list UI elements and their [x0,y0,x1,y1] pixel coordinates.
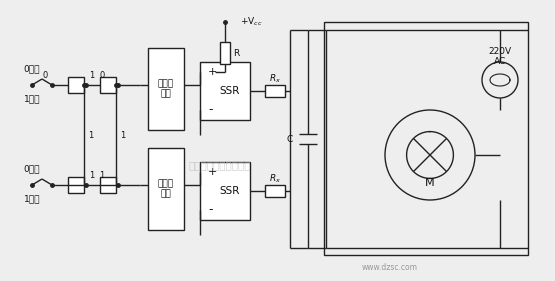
Bar [68,77,84,93]
Text: R: R [233,49,239,58]
Bar [148,148,184,230]
Text: 1停止: 1停止 [24,94,41,103]
Text: 1: 1 [120,130,125,139]
Bar [265,185,285,197]
Text: +: + [208,67,218,77]
Text: 1: 1 [99,171,105,180]
Text: 1: 1 [88,130,93,139]
Text: $R_x$: $R_x$ [269,73,281,85]
Text: $R_x$: $R_x$ [269,173,281,185]
Text: 220V: 220V [488,47,512,56]
Bar [100,77,116,93]
Text: 1: 1 [89,171,94,180]
Bar [148,48,184,130]
Text: AC: AC [494,58,506,67]
Bar [265,85,285,97]
Text: 杭州晴睿科技有限公司: 杭州晴睿科技有限公司 [189,160,251,170]
Text: 0: 0 [42,71,48,80]
Bar [100,177,116,193]
Text: 0启动: 0启动 [24,65,41,74]
Text: 1反转: 1反转 [24,194,41,203]
Text: 1: 1 [89,71,94,80]
Text: 下降沿
延时: 下降沿 延时 [158,79,174,99]
Text: www.dzsc.com: www.dzsc.com [362,264,418,273]
Text: 0正转: 0正转 [24,164,41,173]
Text: 下降沿
延时: 下降沿 延时 [158,179,174,199]
Text: +V$_{cc}$: +V$_{cc}$ [240,16,263,28]
Bar [200,62,250,120]
Text: SSR: SSR [220,186,240,196]
Text: -: - [208,203,213,216]
Bar [200,162,250,220]
Text: C: C [287,135,293,144]
Bar [324,22,528,255]
Text: SSR: SSR [220,86,240,96]
Bar [68,177,84,193]
Text: 0: 0 [99,71,105,80]
Text: M: M [425,178,435,188]
Bar [220,42,230,64]
Text: +: + [208,167,218,177]
Text: -: - [208,103,213,117]
